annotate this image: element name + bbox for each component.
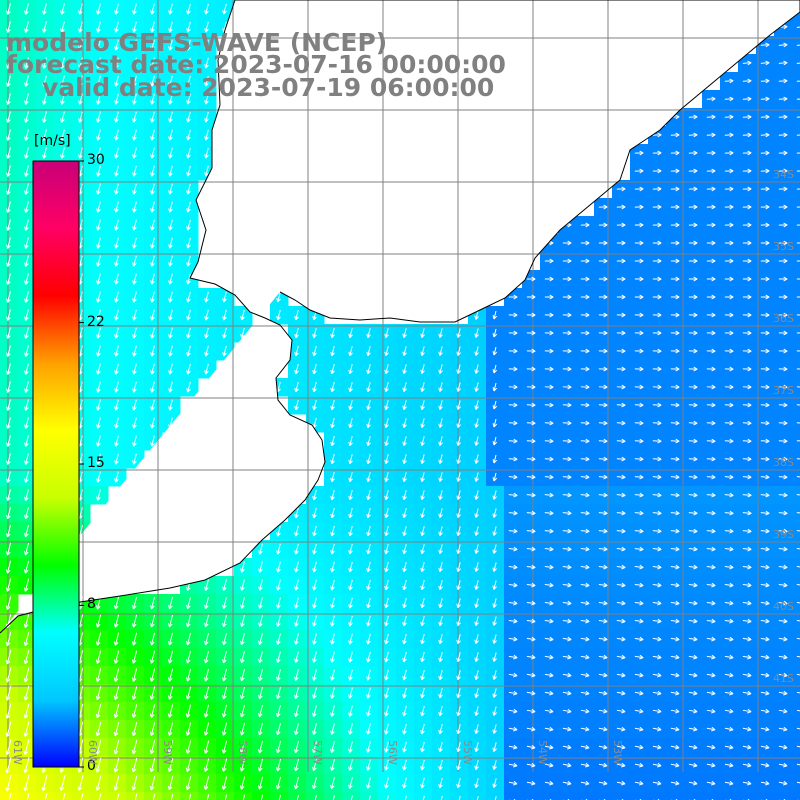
wind-cell [792, 414, 800, 433]
lat-label: 38S [773, 456, 794, 469]
lon-label: 60W [86, 740, 99, 765]
wind-cell [756, 792, 775, 800]
lon-label: 59W [161, 740, 174, 765]
wind-cell [792, 324, 800, 343]
wind-cell [792, 144, 800, 163]
wind-cell [792, 738, 800, 757]
wind-cell [792, 180, 800, 199]
wind-cell [792, 684, 800, 703]
wind-cell [648, 792, 667, 800]
wind-cell [792, 18, 800, 37]
lat-label: 39S [773, 528, 794, 541]
lon-label: 56W [386, 740, 399, 765]
wind-cell [702, 792, 721, 800]
lon-label: 54W [536, 740, 549, 765]
wind-cell [792, 648, 800, 667]
wind-cell [792, 252, 800, 271]
wind-cell [792, 216, 800, 235]
lat-label: 37S [773, 384, 794, 397]
wind-cell [792, 630, 800, 649]
wind-cell [792, 594, 800, 613]
wind-cell [792, 792, 800, 800]
valid-date: valid date: 2023-07-19 06:00:00 [42, 73, 495, 102]
wind-cell [792, 342, 800, 361]
wind-cell [792, 360, 800, 379]
wind-cell [720, 792, 739, 800]
lat-label: 36S [773, 312, 794, 325]
wind-cell [792, 432, 800, 451]
colorbar-gradient [32, 160, 80, 768]
wind-cell [504, 792, 523, 800]
colorbar-tick: 15 [87, 455, 105, 471]
wind-cell [792, 378, 800, 397]
wind-cell [558, 792, 577, 800]
lat-label: 41S [773, 672, 794, 685]
wind-cell [792, 90, 800, 109]
wind-cell [792, 468, 800, 487]
wind-cell [792, 54, 800, 73]
wind-cell [792, 108, 800, 127]
wind-cell [666, 792, 685, 800]
wind-cell [792, 270, 800, 289]
wind-cell [738, 792, 757, 800]
lon-label: 58W [236, 740, 249, 765]
wind-cell [612, 792, 631, 800]
lat-label: 40S [773, 600, 794, 613]
wind-cell [792, 72, 800, 91]
wind-cell [792, 612, 800, 631]
wind-cell [774, 792, 793, 800]
wind-cell [522, 792, 541, 800]
wind-cell [630, 792, 649, 800]
wind-cell [594, 792, 613, 800]
lat-label: 34S [773, 168, 794, 181]
colorbar-units: [m/s] [34, 133, 71, 149]
wind-cell [792, 450, 800, 469]
colorbar-tick: 22 [87, 313, 105, 330]
wind-cell [792, 720, 800, 739]
lon-label: 61W [11, 740, 24, 765]
wind-cell [792, 504, 800, 523]
wind-cell [792, 198, 800, 217]
wind-cell [576, 792, 595, 800]
wind-cell [792, 396, 800, 415]
wind-cell [684, 792, 703, 800]
wind-cell [792, 774, 800, 793]
wind-cell [792, 486, 800, 505]
lon-label: 57W [311, 740, 324, 765]
wind-cell [792, 666, 800, 685]
wind-cell [792, 288, 800, 307]
wind-cell [792, 756, 800, 775]
wind-cell [792, 234, 800, 253]
wind-cell [792, 126, 800, 145]
colorbar-tick: 30 [87, 152, 105, 168]
colorbar-tick: 8 [87, 596, 96, 613]
wind-cell [792, 558, 800, 577]
lon-label: 53W [611, 740, 624, 765]
wind-cell [792, 162, 800, 181]
wind-cell [792, 540, 800, 559]
wind-cell [792, 306, 800, 325]
colorbar [32, 160, 84, 768]
wind-cell [540, 792, 559, 800]
lat-label: 35S [773, 240, 794, 253]
lon-label: 55W [461, 740, 474, 765]
wind-cell [792, 576, 800, 595]
wind-cell [792, 36, 800, 55]
wind-cell [792, 702, 800, 721]
wind-cell [792, 522, 800, 541]
